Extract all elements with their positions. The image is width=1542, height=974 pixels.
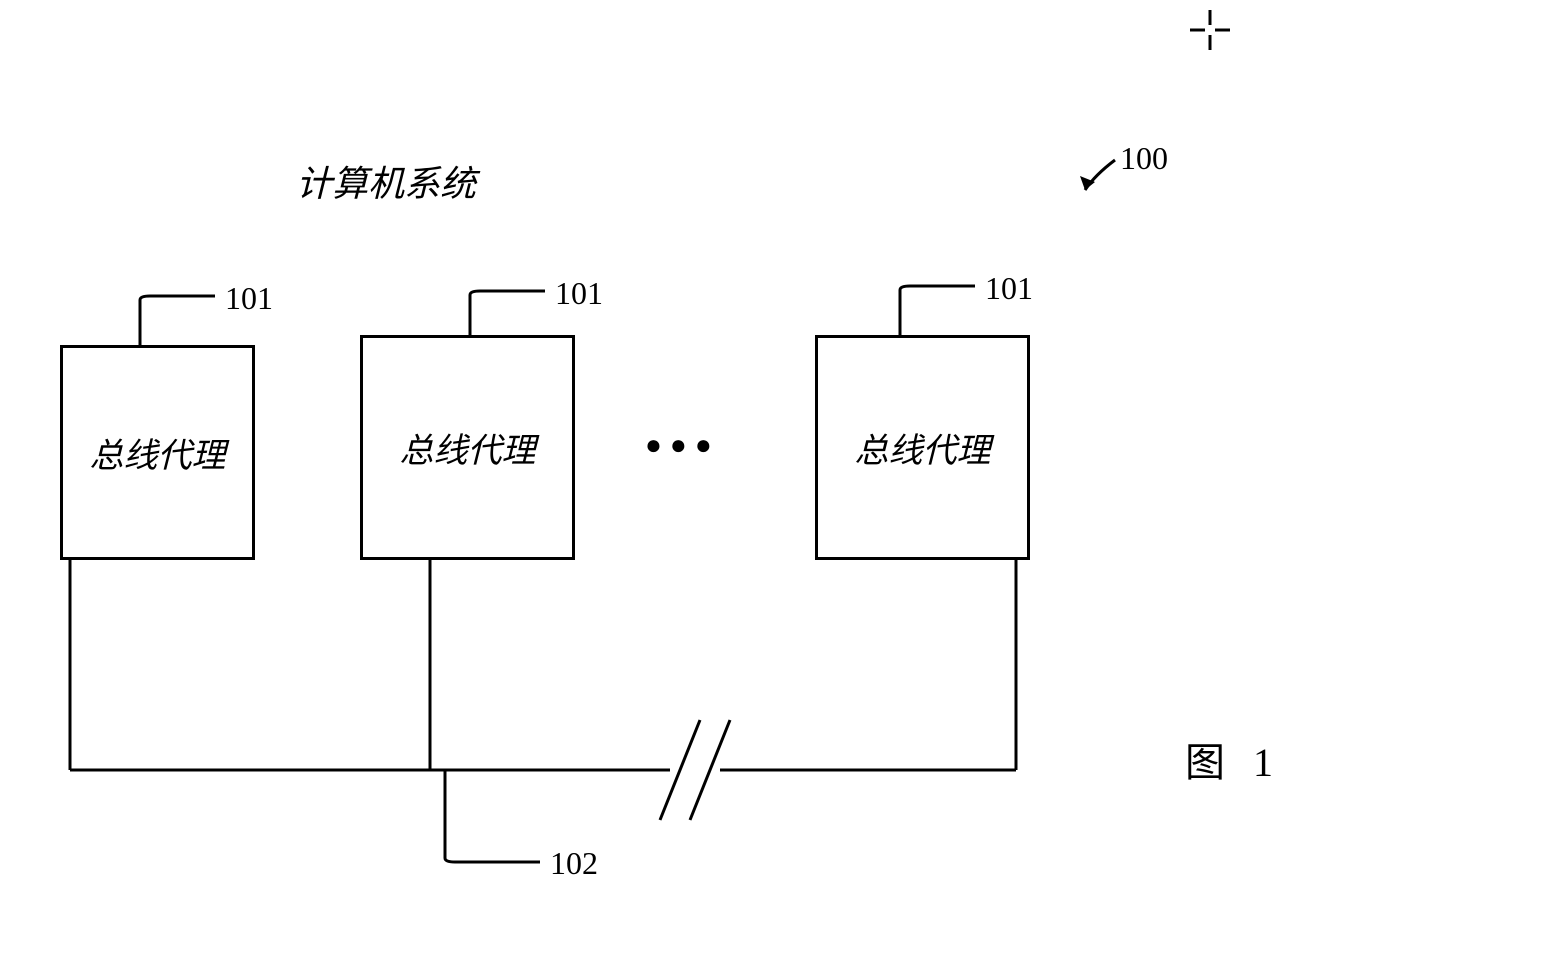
box-label: 总线代理 — [90, 428, 226, 477]
ref-label-102: 102 — [550, 845, 598, 882]
box-label: 总线代理 — [855, 423, 991, 472]
ref-label-101-b: 101 — [555, 275, 603, 312]
ellipsis-dots: ●●● — [645, 430, 720, 462]
box-label: 总线代理 — [400, 423, 536, 472]
ref-label-100: 100 — [1120, 140, 1168, 177]
crop-mark — [1190, 10, 1230, 50]
diagram-canvas: 计算机系统 100 总线代理 总线代理 总线代理 ●●● 101 101 101… — [0, 0, 1542, 974]
bus-agent-box-1: 总线代理 — [60, 345, 255, 560]
figure-label-number: 1 — [1253, 740, 1273, 785]
figure-label-prefix: 图 — [1185, 740, 1225, 785]
ref-label-101-a: 101 — [225, 280, 273, 317]
figure-label: 图 1 — [1185, 730, 1273, 788]
bus-agent-box-2: 总线代理 — [360, 335, 575, 560]
bus-agent-box-3: 总线代理 — [815, 335, 1030, 560]
diagram-title: 计算机系统 — [296, 155, 476, 207]
ref-label-101-c: 101 — [985, 270, 1033, 307]
